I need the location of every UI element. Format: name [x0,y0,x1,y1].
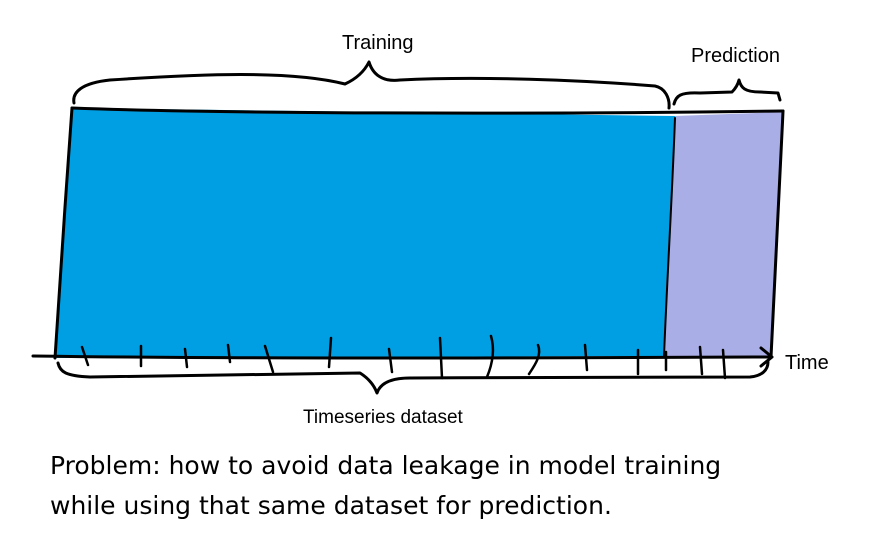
tick-mark [226,343,232,364]
split-boundary [663,117,676,357]
tick-mark [698,345,704,376]
caption-line-2: while using that same dataset for predic… [50,491,612,520]
tick-mark [387,347,394,374]
training-label: Training [342,32,414,54]
training-brace [72,60,671,110]
tick-mark [80,345,90,367]
tick-mark [527,343,541,376]
prediction-label: Prediction [691,45,780,67]
dataset-right-edge [769,109,785,359]
time-axis-line [31,354,773,360]
problem-caption: Problem: how to avoid data leakage in mo… [50,446,850,526]
time-axis-ticks [80,334,727,380]
tick-mark [263,344,275,374]
tick-mark [183,347,189,369]
dataset-left-edge [53,106,74,360]
prediction-region [664,112,783,357]
dataset-brace [56,360,770,395]
dataset-top-edge [70,106,785,115]
training-region [55,108,675,358]
caption-line-1: Problem: how to avoid data leakage in mo… [50,451,722,480]
prediction-brace [672,78,782,106]
dataset-label: Timeseries dataset [303,407,464,428]
tick-mark [485,334,495,379]
tick-mark [721,348,727,380]
tick-mark [327,336,333,369]
time-axis-arrowhead [759,346,774,368]
tick-mark [438,336,444,380]
tick-mark [583,343,589,372]
time-axis-label: Time [785,352,829,374]
